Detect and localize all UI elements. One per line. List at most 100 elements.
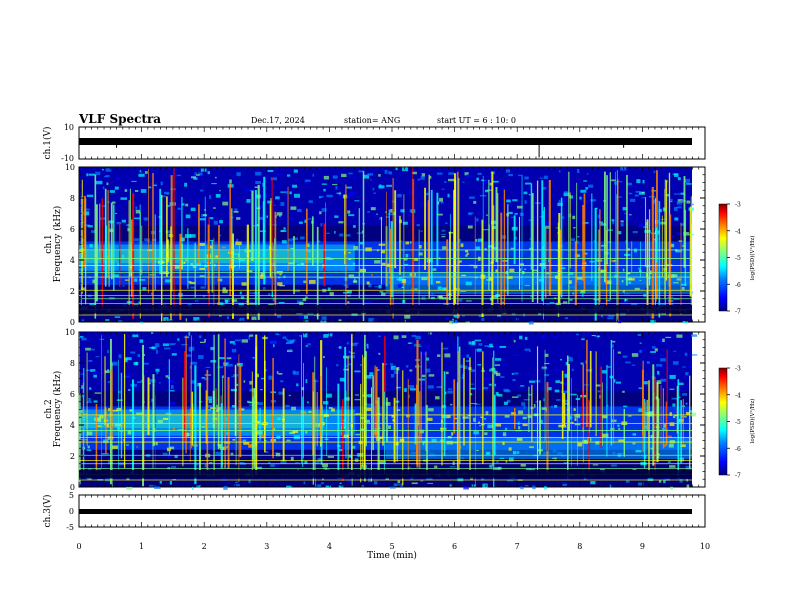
spectral-texture: [82, 238, 85, 242]
spectral-texture: [568, 213, 572, 218]
spectral-texture: [125, 444, 129, 446]
spectral-texture: [322, 401, 329, 405]
ch3-waveform-panel: 5 0 -5 ch.3(V): [42, 491, 706, 532]
spectral-texture: [495, 372, 501, 377]
spectral-texture: [219, 315, 222, 317]
spectral-texture: [390, 365, 396, 370]
ch3-waveform-trace: [79, 509, 692, 514]
spectral-texture: [165, 230, 173, 234]
spectral-texture: [151, 238, 157, 241]
spectral-texture: [494, 364, 501, 366]
spectral-texture: [390, 209, 393, 213]
ch1-ytick-top: 10: [64, 123, 74, 132]
spectral-texture: [353, 276, 359, 279]
spectral-texture: [387, 368, 393, 372]
spectral-texture: [465, 360, 471, 362]
spectral-texture: [125, 357, 132, 361]
spectral-texture: [650, 351, 656, 353]
spectral-texture: [204, 339, 206, 343]
spectral-texture: [459, 364, 464, 368]
spectral-texture: [177, 429, 184, 431]
spectral-texture: [561, 424, 567, 428]
spectral-texture: [421, 374, 426, 378]
spectral-texture: [355, 280, 358, 283]
spectral-texture: [681, 287, 685, 290]
spectral-texture: [328, 407, 333, 409]
spectral-texture: [326, 194, 333, 198]
spectral-texture: [319, 195, 324, 198]
spectral-texture: [639, 279, 642, 281]
spectral-texture: [637, 225, 642, 228]
spectral-texture: [440, 201, 444, 204]
spectral-texture: [201, 426, 205, 428]
spectral-texture: [462, 181, 465, 183]
spectral-texture: [577, 236, 580, 238]
spectral-texture: [511, 372, 514, 375]
spectral-texture: [211, 183, 217, 185]
spectral-texture: [115, 212, 118, 215]
spectral-texture: [354, 370, 361, 373]
spectral-texture: [87, 431, 93, 436]
spectral-texture: [484, 189, 489, 193]
spectral-texture: [453, 314, 460, 318]
spectral-texture: [148, 186, 152, 189]
spectral-texture: [582, 222, 589, 224]
spectral-texture: [143, 362, 149, 365]
spectral-texture: [660, 358, 666, 362]
spectral-texture: [618, 320, 622, 324]
spectral-texture: [348, 454, 352, 458]
spectral-texture: [554, 389, 560, 393]
spectral-texture: [321, 316, 327, 321]
spectral-texture: [200, 168, 207, 172]
spectral-texture: [638, 408, 643, 412]
spectral-texture: [288, 238, 293, 242]
spectral-texture: [445, 371, 449, 375]
spectral-texture: [685, 465, 692, 470]
spectral-texture: [233, 301, 239, 303]
spectral-texture: [191, 176, 197, 179]
spectral-texture: [249, 292, 255, 294]
spectral-texture: [256, 373, 259, 378]
spectral-texture: [283, 227, 286, 230]
spectral-texture: [397, 194, 402, 198]
spectral-texture: [393, 335, 399, 340]
spectral-texture: [671, 397, 678, 400]
spectral-texture: [688, 365, 692, 368]
spectral-texture: [489, 464, 493, 468]
spectral-texture: [363, 419, 370, 423]
spectral-texture: [484, 377, 491, 381]
spectral-texture: [676, 206, 682, 209]
spectral-texture: [237, 362, 243, 367]
spectral-texture: [107, 457, 113, 461]
spectral-texture: [348, 258, 352, 260]
spectral-texture: [404, 263, 409, 266]
spectral-texture: [88, 468, 92, 472]
spectral-texture: [629, 198, 636, 202]
spectral-texture: [477, 172, 482, 175]
colorbar-tick-label: -6: [735, 282, 741, 289]
spectral-texture: [278, 302, 285, 304]
spectral-texture: [506, 276, 513, 279]
ch2-spectrogram-ylabel-channel: ch.2: [44, 399, 54, 418]
spectral-texture: [564, 403, 569, 405]
spectral-texture: [468, 212, 472, 216]
spectral-texture: [400, 483, 404, 487]
spectral-texture: [518, 174, 523, 177]
spectral-texture: [635, 190, 641, 193]
spectral-texture: [573, 227, 576, 229]
spectral-texture: [129, 272, 134, 277]
spectral-texture: [554, 404, 558, 408]
spectral-texture: [336, 364, 339, 367]
spectral-texture: [170, 188, 177, 191]
spectral-texture: [420, 230, 423, 232]
spectral-texture: [685, 411, 691, 415]
colorbar-tick-label: -6: [735, 446, 741, 453]
spectral-texture: [390, 374, 395, 378]
spectral-texture: [466, 252, 469, 255]
spectral-texture: [293, 169, 298, 173]
spectral-texture: [628, 192, 633, 195]
spectral-texture: [321, 208, 327, 212]
spectral-texture: [344, 365, 348, 367]
spectral-texture: [133, 238, 140, 241]
spectral-texture: [680, 192, 685, 195]
